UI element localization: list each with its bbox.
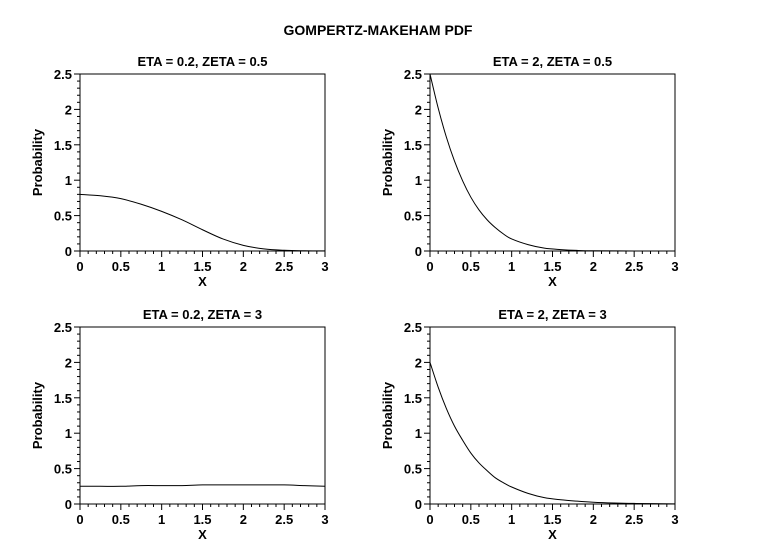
y-tick-label: 1: [65, 173, 72, 188]
x-tick-label: 1: [158, 512, 165, 527]
x-tick-label: 0.5: [462, 512, 480, 527]
y-tick-label: 1.5: [404, 391, 422, 406]
x-tick-label: 1.5: [543, 512, 561, 527]
x-tick-label: 2: [240, 259, 247, 274]
x-tick-label: 2: [240, 512, 247, 527]
panel-title: ETA = 2, ZETA = 3: [498, 307, 606, 322]
x-tick-label: 0: [76, 259, 83, 274]
y-tick-label: 0: [415, 244, 422, 259]
x-axis-label: X: [548, 274, 557, 289]
x-tick-label: 0: [426, 259, 433, 274]
pdf-curve-line: [79, 193, 326, 252]
x-tick-label: 2: [590, 259, 597, 274]
y-tick-label: 2: [415, 355, 422, 370]
y-tick-label: 1: [415, 426, 422, 441]
y-tick-label: 2.5: [54, 320, 72, 335]
x-tick-label: 0.5: [462, 259, 480, 274]
y-tick-label: 1: [65, 426, 72, 441]
x-tick-label: 1: [508, 259, 515, 274]
x-tick-label: 3: [321, 259, 328, 274]
plot-frame: [429, 73, 676, 252]
plot-frame: [79, 73, 326, 252]
x-tick-label: 0.5: [112, 512, 130, 527]
y-axis-label: Probability: [380, 381, 395, 449]
y-axis-label: Probability: [30, 381, 45, 449]
panel-1: ETA = 0.2, ZETA = 0.5 0 0.5 1 1.5 2 2.5 3 0 0.5 1 1…: [30, 54, 329, 289]
x-tick-label: 0.5: [112, 259, 130, 274]
pdf-curve-line: [429, 73, 676, 252]
x-tick-label: 0: [426, 512, 433, 527]
y-tick-label: 0.5: [54, 462, 72, 477]
plot-frame: [79, 326, 326, 505]
x-axis-label: X: [198, 274, 207, 289]
x-tick-label: 3: [671, 512, 678, 527]
panels: ETA = 0.2, ZETA = 0.5 0 0.5 1 1.5 2 2.5 3 0 0.5 1 1…: [30, 54, 679, 542]
x-tick-label: 2.5: [275, 512, 293, 527]
panel-3: ETA = 0.2, ZETA = 3 0 0.5 1 1.5 2 2.5 3 0 0.5 1 1.5…: [30, 307, 329, 542]
x-tick-label: 1: [508, 512, 515, 527]
x-tick-label: 2.5: [275, 259, 293, 274]
x-tick-label: 1.5: [193, 259, 211, 274]
y-tick-label: 0.5: [404, 462, 422, 477]
y-tick-label: 2: [65, 355, 72, 370]
pdf-curve-line: [429, 362, 676, 505]
x-axis-label: X: [198, 527, 207, 542]
panel-title: ETA = 0.2, ZETA = 0.5: [137, 54, 267, 69]
y-tick-label: 0.5: [404, 209, 422, 224]
x-tick-label: 3: [671, 259, 678, 274]
y-tick-label: 0: [65, 497, 72, 512]
y-tick-label: 0: [415, 497, 422, 512]
x-tick-label: 0: [76, 512, 83, 527]
panel-title: ETA = 0.2, ZETA = 3: [143, 307, 262, 322]
x-tick-label: 2.5: [625, 259, 643, 274]
panel-4: ETA = 2, ZETA = 3 0 0.5 1 1.5 2 2.5 3 0 0.5 1 1.5 2 2…: [380, 307, 679, 542]
panel-title: ETA = 2, ZETA = 0.5: [493, 54, 612, 69]
x-tick-label: 1.5: [193, 512, 211, 527]
y-tick-label: 2: [415, 102, 422, 117]
x-tick-label: 2.5: [625, 512, 643, 527]
figure-title: GOMPERTZ-MAKEHAM PDF: [284, 22, 473, 38]
y-tick-label: 1.5: [404, 138, 422, 153]
y-tick-label: 2.5: [54, 67, 72, 82]
x-tick-label: 2: [590, 512, 597, 527]
y-axis-label: Probability: [380, 128, 395, 196]
y-tick-label: 2.5: [404, 67, 422, 82]
y-axis-label: Probability: [30, 128, 45, 196]
pdf-curve-line: [80, 484, 326, 487]
y-tick-label: 1: [415, 173, 422, 188]
x-tick-label: 3: [321, 512, 328, 527]
x-tick-label: 1: [158, 259, 165, 274]
plot-frame: [429, 326, 676, 505]
panel-2: ETA = 2, ZETA = 0.5 0 0.5 1 1.5 2 2.5 3 0 0.5 1 1.5…: [380, 54, 679, 289]
y-tick-label: 1.5: [54, 138, 72, 153]
y-tick-label: 2: [65, 102, 72, 117]
y-tick-label: 0.5: [54, 209, 72, 224]
x-tick-label: 1.5: [543, 259, 561, 274]
y-tick-label: 0: [65, 244, 72, 259]
y-tick-label: 1.5: [54, 391, 72, 406]
y-tick-label: 2.5: [404, 320, 422, 335]
x-axis-label: X: [548, 527, 557, 542]
